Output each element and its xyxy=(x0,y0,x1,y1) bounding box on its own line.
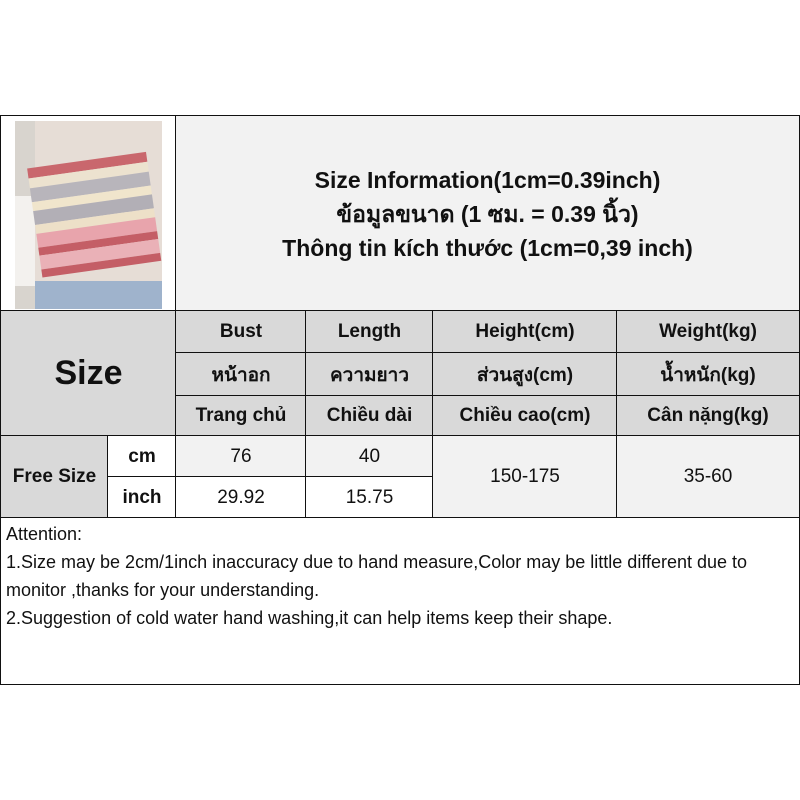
product-photo xyxy=(15,121,162,309)
col-bust-vi: Trang chủ xyxy=(175,395,307,437)
height-value: 150-175 xyxy=(432,435,618,519)
col-weight-en: Weight(kg) xyxy=(616,310,800,354)
col-height-vi: Chiều cao(cm) xyxy=(432,395,618,437)
col-weight-vi: Cân nặng(kg) xyxy=(616,395,800,437)
title-vietnamese: Thông tin kích thước (1cm=0,39 inch) xyxy=(282,234,693,261)
col-length-vi: Chiều dài xyxy=(305,395,434,437)
col-height-en: Height(cm) xyxy=(432,310,618,354)
bust-cm-value: 76 xyxy=(175,435,307,478)
col-bust-en: Bust xyxy=(175,310,307,354)
attention-heading: Attention: xyxy=(6,524,83,544)
length-cm-value: 40 xyxy=(305,435,434,478)
product-photo-cell xyxy=(0,115,177,312)
size-label: Size xyxy=(54,354,123,392)
cm-unit-label: cm xyxy=(107,435,177,478)
col-bust-th: หน้าอก xyxy=(175,352,307,397)
attention-line-2: 2.Suggestion of cold water hand washing,… xyxy=(6,608,613,628)
bust-inch-value: 29.92 xyxy=(175,476,307,519)
title-english: Size Information(1cm=0.39inch) xyxy=(314,166,661,193)
col-length-en: Length xyxy=(305,310,434,354)
attention-notes: Attention: 1.Size may be 2cm/1inch inacc… xyxy=(0,517,800,685)
attention-line-1: 1.Size may be 2cm/1inch inaccuracy due t… xyxy=(6,552,748,600)
size-header: Size xyxy=(0,310,177,437)
title-thai: ข้อมูลขนาด (1 ซม. = 0.39 นิ้ว) xyxy=(336,200,639,227)
free-size-label: Free Size xyxy=(0,435,109,519)
col-length-th: ความยาว xyxy=(305,352,434,397)
length-inch-value: 15.75 xyxy=(305,476,434,519)
col-weight-th: น้ำหนัก(kg) xyxy=(616,352,800,397)
col-height-th: ส่วนสูง(cm) xyxy=(432,352,618,397)
weight-value: 35-60 xyxy=(616,435,800,519)
inch-unit-label: inch xyxy=(107,476,177,519)
size-info-title: Size Information(1cm=0.39inch) ข้อมูลขนา… xyxy=(175,115,800,312)
